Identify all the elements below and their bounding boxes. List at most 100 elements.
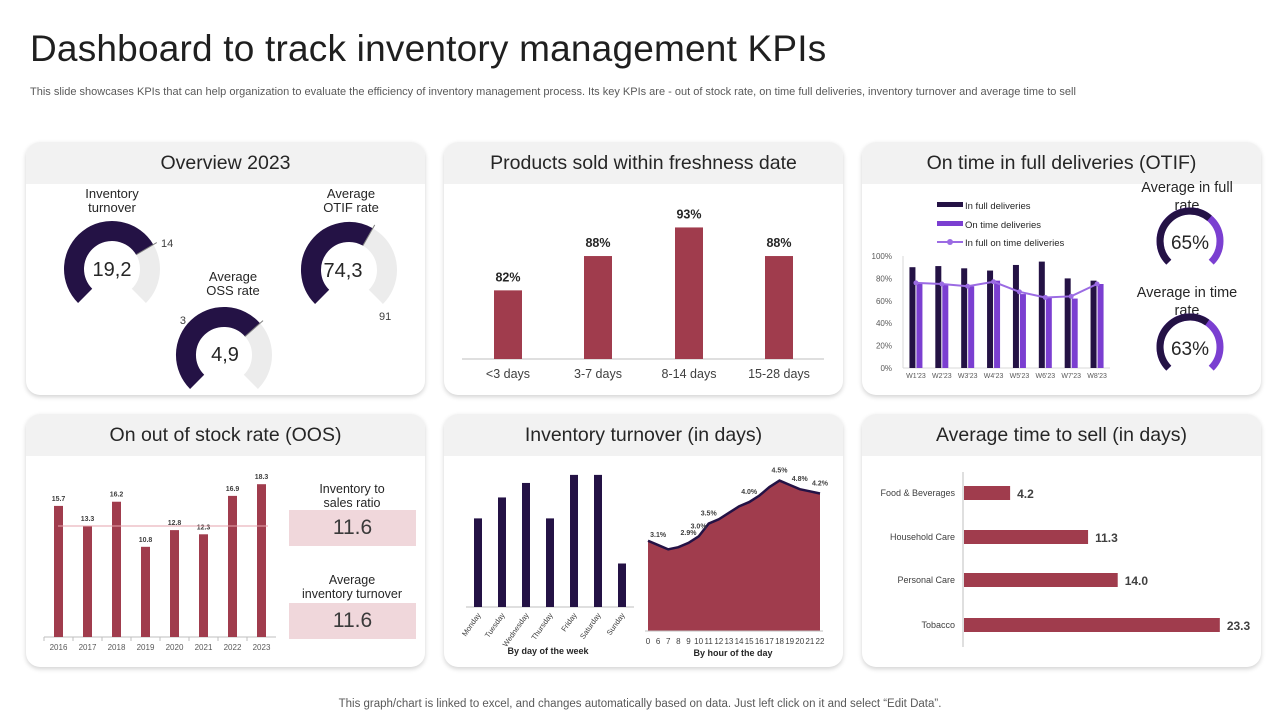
otif-panel: On time in full deliveries (OTIF) In ful… [862, 142, 1261, 395]
freshness-bar [584, 256, 612, 359]
gauge-max: 91 [379, 311, 391, 323]
otif-x-tick: W7'23 [1061, 373, 1081, 380]
oos-bar [83, 525, 92, 637]
average-inventory-turnover-value: 11.6 [289, 603, 416, 639]
hour-point-label: 2.9% [680, 530, 697, 537]
hour-x-tick: 9 [686, 637, 691, 646]
gauge-fill [301, 222, 373, 304]
hour-point-label: 4.2% [812, 480, 829, 487]
inventory-sales-ratio-value: 11.6 [289, 510, 416, 546]
hour-point-label: 3.0% [691, 523, 708, 530]
otif-rate-label: Average in time [1137, 285, 1237, 301]
oos-x-tick: 2019 [137, 643, 155, 652]
oos-title: On out of stock rate (OOS) [26, 414, 425, 456]
otif-x-tick: W5'23 [1010, 373, 1030, 380]
oos-bar-label: 13.3 [81, 516, 95, 523]
oos-bar [228, 495, 237, 637]
otif-legend-swatch [937, 202, 963, 207]
hour-x-tick: 15 [745, 637, 754, 646]
freshness-bar-label: 82% [495, 270, 520, 284]
otif-title: On time in full deliveries (OTIF) [862, 142, 1261, 184]
oos-x-tick: 2018 [108, 643, 126, 652]
otif-line-point [965, 283, 971, 289]
freshness-tick-label: 15-28 days [748, 367, 810, 381]
otif-legend-label: In full on time deliveries [965, 238, 1065, 249]
otif-line-point [991, 279, 997, 285]
otif-bar-in-full [1090, 280, 1097, 368]
turnover-title: Inventory turnover (in days) [444, 414, 843, 456]
oos-bar-label: 16.2 [110, 492, 124, 499]
week-x-tick: Tuesday [483, 611, 507, 640]
sell-category-label: Personal Care [897, 575, 955, 585]
hour-point-label: 4.5% [772, 468, 789, 475]
hour-x-tick: 7 [666, 637, 671, 646]
gauge-fill [64, 221, 154, 303]
otif-bar-in-full [935, 266, 942, 368]
hour-point-label: 3.1% [650, 532, 667, 539]
oos-bar-label: 18.3 [255, 474, 269, 481]
otif-bar-in-full [961, 268, 968, 368]
sell-bar-label: 4.2 [1017, 487, 1034, 501]
sell-bar [964, 486, 1011, 500]
gauge-label: Inventory [85, 186, 139, 201]
week-x-tick: Thursday [529, 611, 554, 642]
hour-point-label: 3.5% [701, 511, 718, 518]
gauge-value: 74,3 [324, 260, 363, 282]
otif-legend-label: In full deliveries [965, 201, 1031, 212]
week-x-tick: Monday [460, 611, 483, 638]
freshness-bar [675, 227, 703, 359]
freshness-bar-label: 88% [585, 236, 610, 250]
gauge-label: turnover [88, 200, 136, 215]
otif-y-tick: 20% [876, 342, 892, 351]
hour-x-tick: 16 [755, 637, 764, 646]
otif-line-point [1068, 293, 1074, 299]
gauge-marker [135, 242, 158, 256]
freshness-bar-label: 88% [766, 236, 791, 250]
freshness-title: Products sold within freshness date [444, 142, 843, 184]
week-x-tick: Saturday [578, 611, 603, 641]
oos-bar-label: 15.7 [52, 496, 66, 503]
otif-bar-in-full [1064, 278, 1071, 368]
hour-point-label: 4.0% [741, 489, 758, 496]
otif-line-point [1042, 294, 1048, 300]
hour-x-tick: 22 [816, 637, 825, 646]
otif-legend-marker [947, 239, 953, 245]
oos-bar [199, 534, 208, 637]
inventory-sales-ratio-label: Inventory to sales ratio [319, 482, 385, 510]
oos-bar [54, 505, 63, 637]
gauge-fill [175, 307, 260, 389]
gauge-label: Average [327, 186, 375, 201]
sell-bar [964, 573, 1118, 587]
hour-x-tick: 12 [714, 637, 723, 646]
otif-legend-swatch [937, 221, 963, 226]
otif-bar-on-time [1097, 284, 1104, 368]
otif-y-tick: 40% [876, 319, 892, 328]
otif-line-point [1094, 281, 1100, 287]
otif-bar-on-time [1019, 294, 1026, 368]
otif-y-tick: 60% [876, 297, 892, 306]
otif-y-tick: 80% [876, 274, 892, 283]
oos-chart: 15.7 2016 13.3 2017 16.2 2018 10.8 2019 12.8 2020… [43, 474, 276, 652]
sell-bar-label: 11.3 [1095, 531, 1118, 545]
oos-x-tick: 2020 [166, 643, 184, 652]
freshness-panel: Products sold within freshness date 82% <… [444, 142, 843, 395]
otif-rate-value: 63% [1171, 339, 1209, 360]
week-bar [522, 482, 530, 607]
hour-x-tick: 6 [656, 637, 661, 646]
otif-chart: In full deliveries On time deliveries In f… [872, 180, 1238, 380]
sell-bar [964, 530, 1089, 544]
oos-bar [141, 546, 150, 637]
otif-rate-fill [1156, 207, 1212, 265]
oos-bar [170, 530, 179, 637]
overview-title: Overview 2023 [26, 142, 425, 184]
oos-panel: On out of stock rate (OOS) 15.7 2016 13.3 2… [26, 414, 425, 667]
otif-x-tick: W8'23 [1087, 373, 1107, 380]
overview-panel: Overview 2023 Inventory turnover 19,2 14 Ave… [26, 142, 425, 395]
otif-rate-label: Average in full [1141, 180, 1233, 196]
week-bar [546, 518, 554, 607]
otif-bar-on-time [994, 280, 1001, 368]
oos-x-tick: 2016 [50, 643, 68, 652]
freshness-bar [494, 290, 522, 359]
